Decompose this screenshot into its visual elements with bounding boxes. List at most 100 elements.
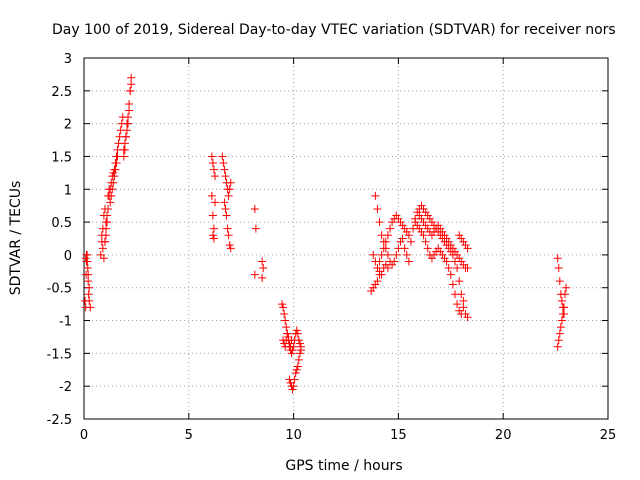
data-point xyxy=(111,159,120,168)
data-point xyxy=(112,152,121,161)
data-point xyxy=(251,224,260,233)
data-point xyxy=(288,385,297,394)
axis-ticks xyxy=(83,57,609,420)
data-point xyxy=(459,237,468,246)
y-tick-label: -2.5 xyxy=(47,413,72,428)
data-point xyxy=(371,191,380,200)
data-point xyxy=(106,198,115,207)
data-point xyxy=(438,227,447,236)
data-point xyxy=(421,221,430,230)
data-point xyxy=(427,218,436,227)
data-point xyxy=(127,80,136,89)
data-point xyxy=(402,227,411,236)
data-point xyxy=(208,231,217,240)
data-point xyxy=(442,257,451,266)
data-point xyxy=(288,346,297,355)
data-point xyxy=(417,227,426,236)
data-point xyxy=(444,237,453,246)
data-point xyxy=(392,211,401,220)
y-tick-label: 3 xyxy=(64,52,72,67)
data-point xyxy=(434,244,443,253)
chart-title: Day 100 of 2019, Sidereal Day-to-day VTE… xyxy=(52,22,616,38)
data-point xyxy=(398,234,407,243)
data-point xyxy=(442,234,451,243)
data-point xyxy=(207,191,216,200)
data-point xyxy=(107,178,116,187)
data-point xyxy=(83,257,92,266)
data-point xyxy=(86,303,95,312)
data-point xyxy=(292,326,301,335)
data-point xyxy=(446,241,455,250)
data-point xyxy=(463,244,472,253)
data-point xyxy=(440,254,449,263)
data-point xyxy=(440,231,449,240)
data-point xyxy=(369,250,378,259)
data-point xyxy=(375,267,384,276)
data-point xyxy=(448,280,457,289)
x-tick-label: 20 xyxy=(495,428,512,443)
data-point xyxy=(220,165,229,174)
data-point xyxy=(224,191,233,200)
data-point xyxy=(209,234,218,243)
data-point xyxy=(417,214,426,223)
data-point xyxy=(406,237,415,246)
y-tick-label: 0.5 xyxy=(51,216,72,231)
data-point xyxy=(99,254,108,263)
data-point xyxy=(463,313,472,322)
data-point xyxy=(383,264,392,273)
data-point xyxy=(105,191,114,200)
data-point xyxy=(419,204,428,213)
data-point xyxy=(553,254,562,263)
data-point xyxy=(221,172,230,181)
data-point xyxy=(280,309,289,318)
data-point xyxy=(225,185,234,194)
data-point xyxy=(450,290,459,299)
data-point xyxy=(209,224,218,233)
data-point xyxy=(558,309,567,318)
data-point xyxy=(84,290,93,299)
y-tick-label: -1.5 xyxy=(47,347,72,362)
data-point xyxy=(124,113,133,122)
data-point xyxy=(225,241,234,250)
data-point xyxy=(258,273,267,282)
data-point xyxy=(286,342,295,351)
data-point xyxy=(446,270,455,279)
data-point xyxy=(438,250,447,259)
data-point xyxy=(396,218,405,227)
data-point xyxy=(109,168,118,177)
data-point xyxy=(373,277,382,286)
data-point xyxy=(258,257,267,266)
data-point xyxy=(104,204,113,213)
data-point xyxy=(377,231,386,240)
data-point xyxy=(126,86,135,95)
data-point xyxy=(404,257,413,266)
y-tick-label: -0.5 xyxy=(47,282,72,297)
data-point xyxy=(557,316,566,325)
data-point xyxy=(287,336,296,345)
data-point xyxy=(81,254,90,263)
data-point xyxy=(430,227,439,236)
data-point xyxy=(106,185,115,194)
data-point xyxy=(413,221,422,230)
data-point xyxy=(259,264,268,273)
data-point xyxy=(82,250,91,259)
data-point xyxy=(457,257,466,266)
x-tick-labels: 0 5 10 15 20 25 xyxy=(80,428,616,443)
y-tick-label: 1.5 xyxy=(51,150,72,165)
data-point xyxy=(211,198,219,207)
data-point xyxy=(421,208,430,217)
data-point xyxy=(293,329,302,338)
data-point xyxy=(404,231,413,240)
y-tick-label: 0 xyxy=(64,249,72,264)
data-point xyxy=(427,231,436,240)
data-point xyxy=(224,231,233,240)
data-point xyxy=(557,296,566,305)
data-point xyxy=(419,218,428,227)
y-tick-label: 1 xyxy=(64,183,72,198)
data-point xyxy=(400,224,409,233)
data-point xyxy=(292,365,301,374)
data-point xyxy=(278,300,287,309)
data-point xyxy=(394,214,403,223)
data-point xyxy=(381,260,390,269)
data-point xyxy=(226,244,235,253)
